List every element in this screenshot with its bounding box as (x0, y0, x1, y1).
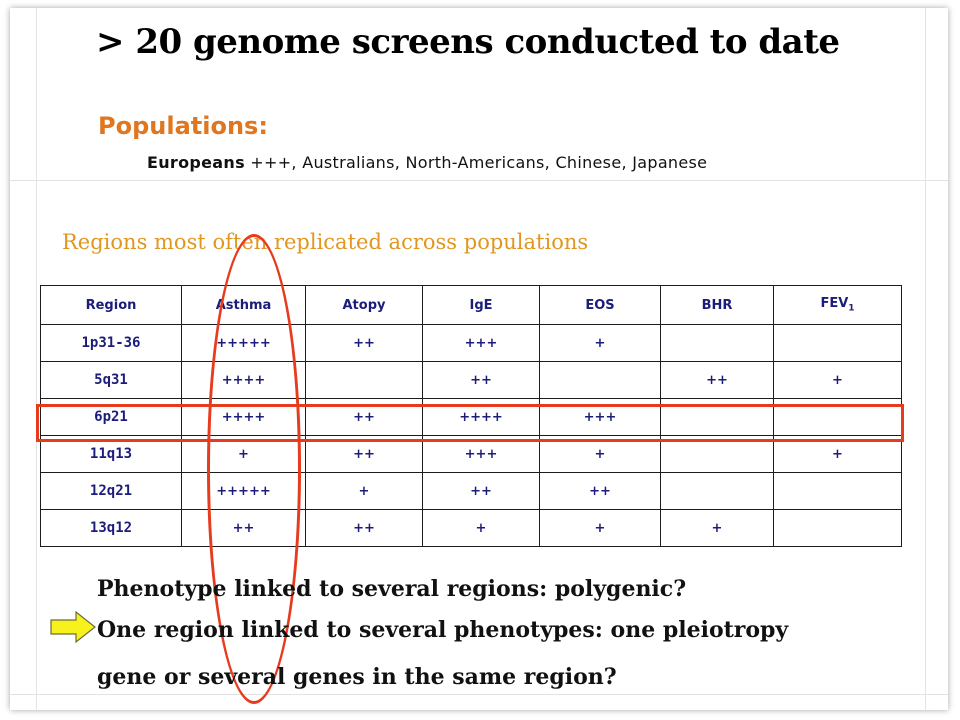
guide-line-right (925, 8, 926, 710)
table-cell: + (660, 509, 774, 547)
region-cell: 1p31-36 (40, 324, 182, 362)
table-cell (305, 361, 423, 399)
table-cell: + (539, 324, 661, 362)
table-cell: ++ (539, 472, 661, 510)
populations-list: +++, Australians, North-Americans, Chine… (244, 153, 708, 172)
populations-emphasis: Europeans (147, 153, 245, 172)
region-cell: 13q12 (40, 509, 182, 547)
table-cell: ++ (660, 361, 774, 399)
statement-pleiotropy-line1: One region linked to several phenotypes:… (97, 617, 789, 643)
guide-line-left (36, 8, 37, 710)
table-row: 13q12 ++ ++ + + + (40, 509, 902, 547)
table-cell: ++ (422, 361, 540, 399)
table-row: 5q31 ++++ ++ ++ + (40, 361, 902, 399)
populations-text: Europeans +++, Australians, North-Americ… (147, 151, 827, 174)
guide-line-top (10, 180, 948, 181)
table-cell (773, 472, 902, 510)
populations-label: Populations: (98, 112, 268, 140)
header-ige: IgE (422, 285, 540, 325)
header-region: Region (40, 285, 182, 325)
table-cell (773, 509, 902, 547)
table-header-row: Region Asthma Atopy IgE EOS BHR FEV1 (40, 285, 902, 325)
6p21-row-highlight (36, 404, 904, 442)
header-eos: EOS (539, 285, 661, 325)
table-row: 12q21 +++++ + ++ ++ (40, 472, 902, 510)
table-cell (773, 324, 902, 362)
regions-heading: Regions most often replicated across pop… (62, 230, 589, 254)
table-cell: ++ (422, 472, 540, 510)
table-cell (660, 324, 774, 362)
table-cell: + (773, 361, 902, 399)
region-cell: 12q21 (40, 472, 182, 510)
slide-title: > 20 genome screens conducted to date (96, 22, 840, 62)
header-fev-label: FEV (820, 296, 849, 312)
table-cell: +++ (422, 324, 540, 362)
table-cell (660, 472, 774, 510)
table-row: 1p31-36 +++++ ++ +++ + (40, 324, 902, 362)
table-cell: ++ (305, 509, 423, 547)
table-cell: + (305, 472, 423, 510)
asthma-column-highlight (207, 234, 301, 704)
header-fev1: FEV1 (773, 285, 902, 325)
guide-line-bottom (10, 694, 948, 695)
table-cell: ++ (305, 324, 423, 362)
table-cell: + (422, 509, 540, 547)
header-fev-subscript: 1 (848, 303, 855, 314)
table-cell: + (539, 509, 661, 547)
header-atopy: Atopy (305, 285, 423, 325)
statement-pleiotropy-line2: gene or several genes in the same region… (97, 664, 617, 690)
region-cell: 5q31 (40, 361, 182, 399)
header-bhr: BHR (660, 285, 774, 325)
right-arrow-icon (50, 611, 96, 643)
statement-polygenic: Phenotype linked to several regions: pol… (97, 576, 687, 602)
table-cell (539, 361, 661, 399)
